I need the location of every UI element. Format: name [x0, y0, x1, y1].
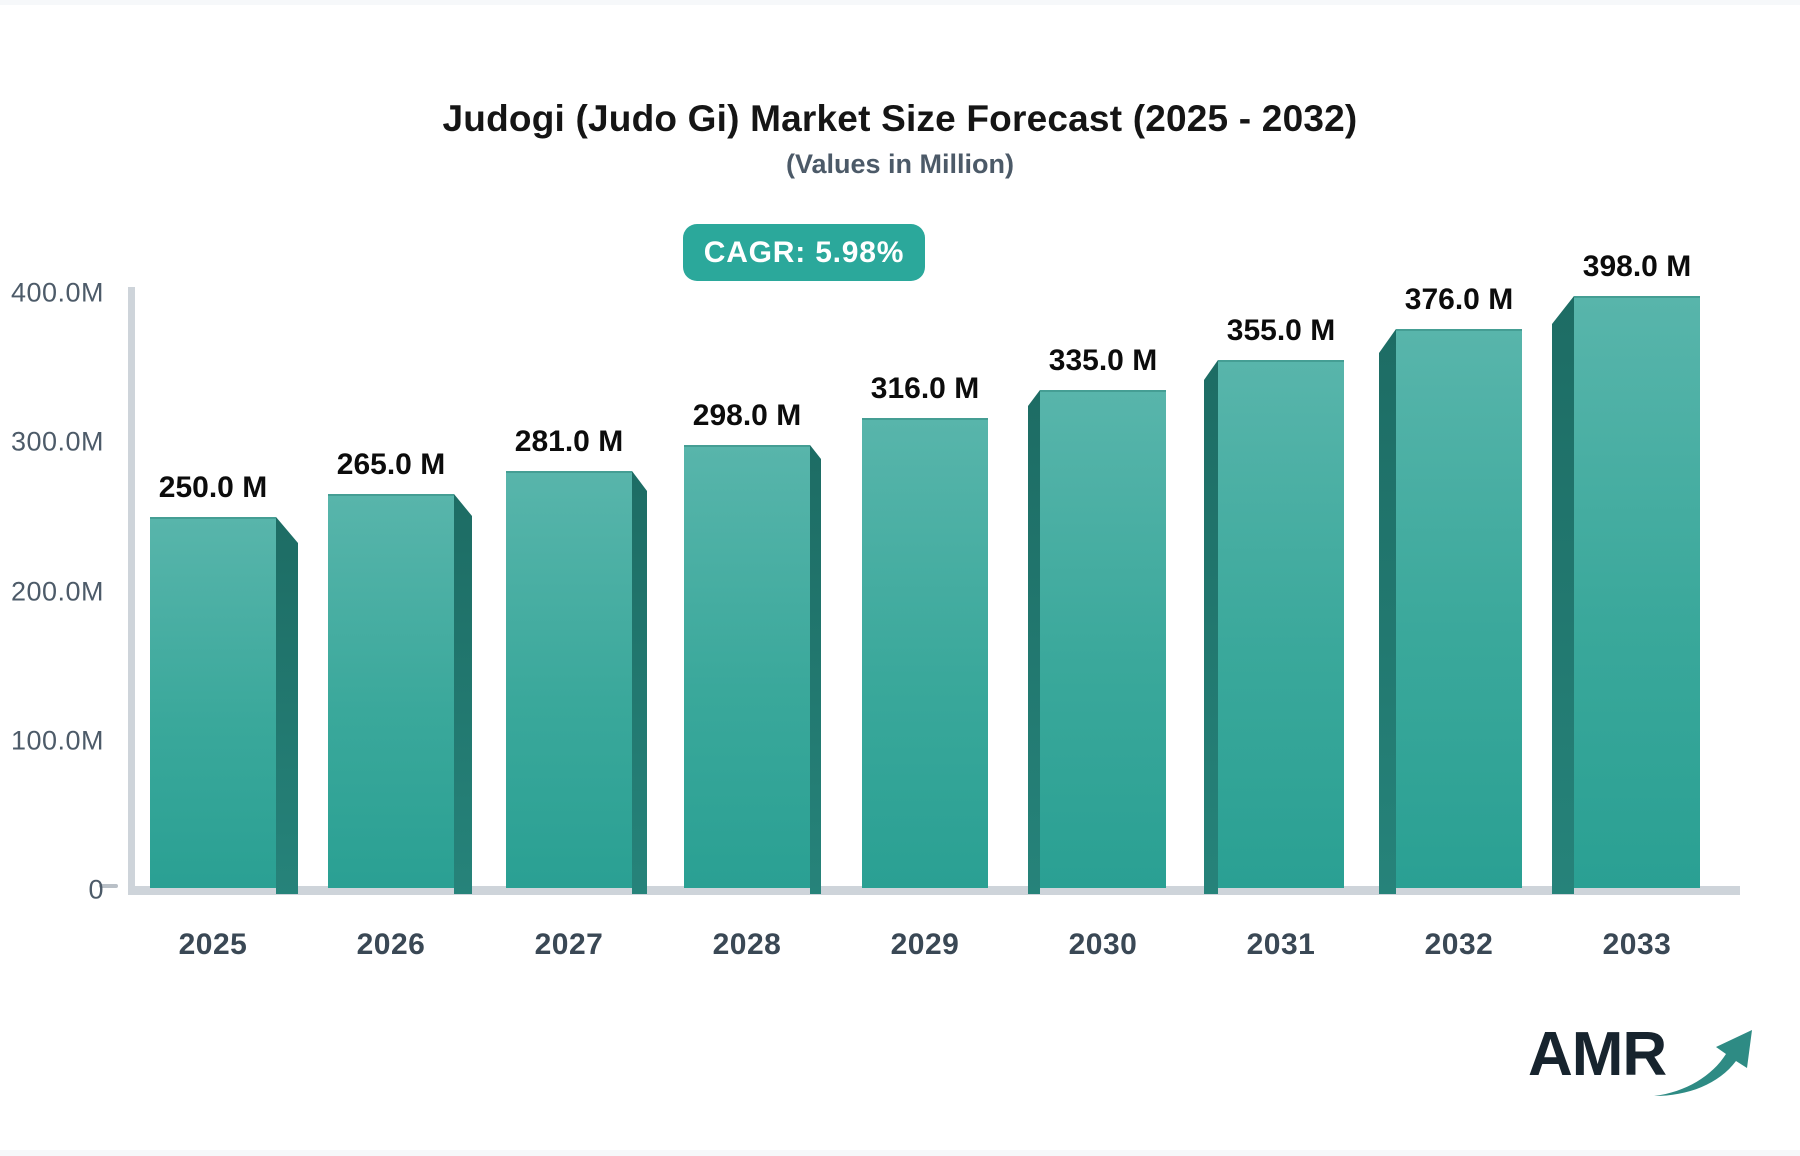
bar-2030: [1040, 390, 1166, 888]
bar-2033: [1574, 296, 1700, 888]
amr-logo-text: AMR: [1528, 1020, 1667, 1089]
trend-arrow-icon: [1654, 1030, 1753, 1096]
x-axis-baseline: [128, 886, 1740, 895]
bar-2031: [1218, 360, 1344, 888]
y-axis-tick-label: 200.0M: [10, 576, 104, 607]
x-axis-label-2026: 2026: [356, 928, 426, 961]
chart-subtitle: (Values in Million): [785, 149, 1015, 179]
bar-value-label: 398.0 M: [1582, 250, 1692, 283]
x-axis-label-2032: 2032: [1424, 928, 1494, 961]
bottom-edge-strip: [0, 1150, 1800, 1156]
bar-2029: [862, 418, 988, 888]
x-axis-label-2033: 2033: [1602, 928, 1672, 961]
bar-side-face: [1028, 390, 1040, 894]
bar-side-face: [632, 471, 647, 894]
y-axis-tick-label: 400.0M: [10, 277, 104, 308]
x-axis-label-2028: 2028: [712, 928, 782, 961]
y-axis-tick-label: 100.0M: [10, 725, 104, 756]
bar-value-label: 355.0 M: [1226, 314, 1336, 347]
y-axis-tick-label: 300.0M: [10, 426, 104, 457]
bar-side-face: [454, 494, 472, 894]
top-edge-strip: [0, 0, 1800, 5]
bar-value-label: 265.0 M: [336, 448, 446, 481]
bar-value-label: 250.0 M: [158, 471, 268, 504]
chart-title: Judogi (Judo Gi) Market Size Forecast (2…: [442, 98, 1358, 139]
bar-value-label: 281.0 M: [514, 425, 624, 458]
cagr-badge: CAGR: 5.98%: [683, 224, 925, 281]
x-axis-label-2029: 2029: [890, 928, 960, 961]
bar-side-face: [1379, 329, 1396, 894]
bar-side-face: [1204, 360, 1218, 894]
bar-value-label: 316.0 M: [870, 372, 980, 405]
amr-logo: AMR: [1528, 1024, 1756, 1104]
bar-2027: [506, 471, 632, 888]
x-axis-label-2027: 2027: [534, 928, 604, 961]
zero-tick-dash: [99, 884, 118, 888]
bar-value-label: 298.0 M: [692, 399, 802, 432]
x-axis-label-2030: 2030: [1068, 928, 1138, 961]
bar-side-face: [810, 445, 821, 894]
bar-side-face: [276, 517, 298, 894]
bar-side-face: [1552, 296, 1574, 894]
x-axis-label-2031: 2031: [1246, 928, 1316, 961]
bar-2032: [1396, 329, 1522, 888]
x-axis-label-2025: 2025: [178, 928, 248, 961]
bar-value-label: 376.0 M: [1404, 283, 1514, 316]
y-axis-tick-label: 0: [88, 874, 104, 905]
y-axis-line: [128, 287, 135, 894]
bar-2028: [684, 445, 810, 888]
bar-2025: [150, 517, 276, 888]
bar-value-label: 335.0 M: [1048, 344, 1158, 377]
bar-2026: [328, 494, 454, 888]
